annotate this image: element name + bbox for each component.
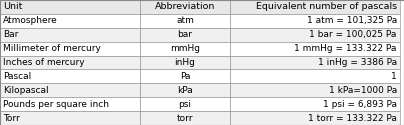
Text: 1 psi = 6,893 Pa: 1 psi = 6,893 Pa: [323, 100, 397, 109]
Bar: [0, 70, 140, 83]
Text: kPa: kPa: [177, 86, 193, 95]
Bar: [230, 70, 400, 83]
Text: Pa: Pa: [180, 72, 190, 81]
Bar: [230, 111, 400, 125]
Text: Bar: Bar: [3, 30, 19, 39]
Bar: [0, 111, 140, 125]
Bar: [0, 28, 140, 42]
Bar: [140, 0, 230, 14]
Bar: [0, 83, 140, 97]
Text: torr: torr: [177, 114, 193, 122]
Text: 1 atm = 101,325 Pa: 1 atm = 101,325 Pa: [307, 16, 397, 25]
Text: 1: 1: [391, 72, 397, 81]
Bar: [140, 97, 230, 111]
Bar: [230, 0, 400, 14]
Text: bar: bar: [177, 30, 192, 39]
Text: Abbreviation: Abbreviation: [155, 2, 215, 12]
Text: 1 kPa=1000 Pa: 1 kPa=1000 Pa: [328, 86, 397, 95]
Bar: [0, 97, 140, 111]
Text: Millimeter of mercury: Millimeter of mercury: [3, 44, 101, 53]
Bar: [230, 97, 400, 111]
Text: Pounds per square inch: Pounds per square inch: [3, 100, 109, 109]
Text: 1 inHg = 3386 Pa: 1 inHg = 3386 Pa: [318, 58, 397, 67]
Bar: [230, 28, 400, 42]
Bar: [140, 14, 230, 28]
Text: Torr: Torr: [3, 114, 20, 122]
Text: Pascal: Pascal: [3, 72, 32, 81]
Text: mmHg: mmHg: [170, 44, 200, 53]
Bar: [0, 14, 140, 28]
Bar: [0, 0, 140, 14]
Text: Inches of mercury: Inches of mercury: [3, 58, 85, 67]
Bar: [230, 14, 400, 28]
Bar: [140, 70, 230, 83]
Text: atm: atm: [176, 16, 194, 25]
Bar: [140, 83, 230, 97]
Bar: [140, 42, 230, 56]
Text: 1 torr = 133.322 Pa: 1 torr = 133.322 Pa: [308, 114, 397, 122]
Bar: [140, 56, 230, 70]
Text: Equivalent number of pascals: Equivalent number of pascals: [256, 2, 397, 12]
Bar: [230, 42, 400, 56]
Text: Atmosphere: Atmosphere: [3, 16, 58, 25]
Text: 1 bar = 100,025 Pa: 1 bar = 100,025 Pa: [309, 30, 397, 39]
Bar: [0, 42, 140, 56]
Text: Kilopascal: Kilopascal: [3, 86, 49, 95]
Text: inHg: inHg: [175, 58, 196, 67]
Bar: [140, 111, 230, 125]
Bar: [230, 56, 400, 70]
Text: psi: psi: [179, 100, 191, 109]
Text: Unit: Unit: [3, 2, 23, 12]
Bar: [0, 56, 140, 70]
Text: 1 mmHg = 133.322 Pa: 1 mmHg = 133.322 Pa: [295, 44, 397, 53]
Bar: [230, 83, 400, 97]
Bar: [140, 28, 230, 42]
